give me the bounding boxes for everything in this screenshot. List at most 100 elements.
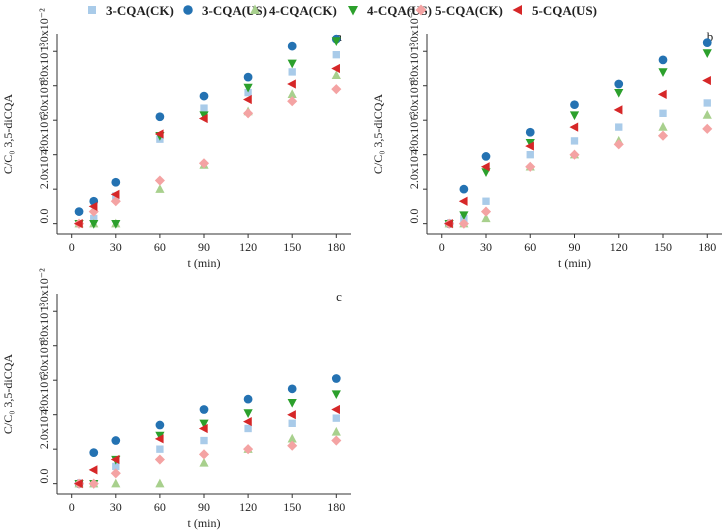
x-tick-label: 180	[698, 240, 716, 254]
data-point	[73, 219, 83, 229]
legend-label-2: 3-CQA(US)	[202, 3, 267, 18]
x-tick-label: 180	[327, 500, 345, 514]
x-tick-label: 30	[110, 240, 122, 254]
legend-marker-6	[512, 5, 522, 15]
x-tick-label: 60	[524, 240, 536, 254]
data-point	[198, 158, 210, 169]
data-point	[702, 109, 712, 119]
data-point	[331, 37, 341, 46]
data-point	[525, 138, 535, 148]
y-tick-label: 0.0	[407, 209, 421, 224]
data-point	[88, 478, 99, 489]
x-tick-label: 180	[327, 240, 345, 254]
data-point	[332, 414, 340, 422]
legend-label-5: 5-CQA(CK)	[435, 3, 503, 18]
data-point	[243, 416, 252, 427]
data-point	[613, 139, 624, 150]
data-point	[657, 89, 667, 99]
legend-label-1: 3-CQA(CK)	[106, 3, 174, 18]
y-tick-label: 0.0	[37, 469, 51, 484]
data-point	[569, 122, 579, 132]
y-tick-label: 0.0	[37, 209, 51, 224]
data-point	[331, 426, 341, 436]
data-point	[444, 219, 453, 229]
data-point	[702, 49, 712, 59]
legend-label-6: 5-CQA(US)	[532, 3, 597, 18]
x-axis-title: t (min)	[188, 256, 221, 270]
chart-panel-a: 0 30 60 90 120 150 180 0.0 2.0x10⁻³4.0x10⁻³6.0x1…	[1, 8, 351, 270]
x-tick-label: 90	[198, 240, 210, 254]
data-point	[198, 423, 208, 434]
data-point	[154, 129, 164, 139]
data-point	[569, 111, 580, 121]
chart-panel-b: 0 30 60 90 120 150 180 0.0 2.0x10⁻³4.0x10⁻³6.0x1…	[371, 8, 722, 270]
y-tick-label: 6.0x10⁻³	[37, 337, 51, 380]
data-point	[73, 479, 83, 489]
legend-label-3: 4-CQA(CK)	[269, 3, 337, 18]
data-point	[89, 448, 99, 457]
data-point	[243, 83, 253, 93]
data-point	[481, 152, 491, 161]
y-axis-title: C/C₀ 3,5-diCQA	[1, 94, 15, 175]
y-tick-label: 1.0x10⁻²	[37, 8, 51, 51]
data-point	[331, 404, 340, 415]
data-point	[200, 104, 208, 112]
data-point	[570, 100, 579, 110]
series-5-CQA(US)	[444, 75, 711, 229]
data-point	[244, 88, 252, 97]
y-tick-label: 2.0x10⁻³	[37, 406, 51, 449]
data-point	[88, 206, 99, 217]
data-point	[658, 68, 668, 77]
data-point	[569, 149, 580, 160]
data-point	[570, 137, 579, 145]
data-point	[243, 394, 253, 404]
data-point	[110, 468, 121, 479]
data-point	[199, 91, 209, 101]
legend-marker-3	[250, 4, 260, 14]
data-point	[111, 478, 121, 488]
data-point	[111, 177, 121, 187]
data-point	[156, 445, 164, 453]
data-point	[110, 196, 121, 207]
data-point	[702, 123, 713, 134]
legend-marker-2	[183, 5, 193, 15]
panel-label: c	[336, 289, 342, 304]
data-point	[331, 435, 342, 446]
y-tick-label: 8.0x10⁻³	[37, 42, 51, 85]
series-5-CQA(CK)	[444, 123, 713, 229]
data-point	[154, 434, 164, 444]
data-point	[243, 409, 253, 419]
data-point	[155, 478, 165, 488]
data-point	[481, 213, 491, 223]
x-axis-title: t (min)	[188, 516, 221, 530]
data-point	[198, 113, 208, 124]
data-point	[482, 197, 490, 205]
y-tick-label: 4.0x10⁻³	[37, 111, 51, 154]
x-tick-label: 120	[239, 500, 257, 514]
data-point	[110, 189, 120, 199]
y-tick-label: 2.0x10⁻³	[37, 146, 51, 189]
data-point	[244, 424, 252, 433]
data-point	[243, 94, 252, 105]
x-tick-label: 120	[239, 240, 257, 254]
legend-marker-1	[88, 6, 96, 14]
y-tick-label: 8.0x10⁻³	[407, 42, 421, 85]
y-tick-label: 2.0x10⁻³	[407, 146, 421, 189]
x-tick-label: 30	[110, 500, 122, 514]
data-point	[480, 206, 492, 217]
x-tick-label: 90	[569, 240, 581, 254]
data-point	[658, 122, 668, 131]
data-point	[199, 457, 209, 467]
data-point	[74, 207, 84, 216]
data-point	[287, 384, 297, 394]
y-axis-title: C/C₀ 3,5-diCQA	[371, 94, 385, 175]
data-point	[331, 70, 341, 80]
x-tick-label: 90	[198, 500, 210, 514]
data-point	[331, 374, 341, 383]
y-tick-label: 1.0x10⁻²	[407, 8, 421, 51]
data-point	[287, 89, 297, 99]
data-point	[155, 420, 165, 430]
data-point	[657, 130, 669, 141]
panel-label: b	[707, 29, 714, 44]
